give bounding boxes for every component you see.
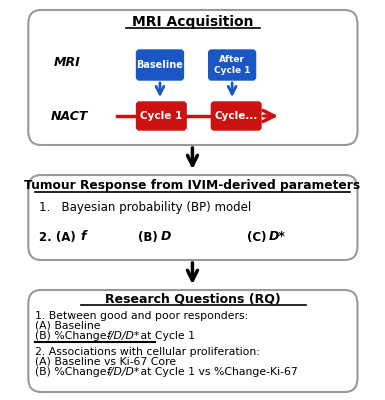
- Text: at Cycle 1 vs %Change-Ki-67: at Cycle 1 vs %Change-Ki-67: [137, 367, 297, 377]
- Text: NACT: NACT: [51, 110, 88, 122]
- FancyBboxPatch shape: [28, 175, 358, 260]
- Text: Baseline: Baseline: [137, 60, 183, 70]
- Text: 1.   Bayesian probability (BP) model: 1. Bayesian probability (BP) model: [39, 202, 251, 214]
- Text: (B) %Change-: (B) %Change-: [35, 367, 111, 377]
- Text: Cycle...: Cycle...: [214, 111, 258, 121]
- Text: MRI Acquisition: MRI Acquisition: [132, 15, 253, 29]
- Text: (B) %Change-: (B) %Change-: [35, 331, 111, 341]
- Text: at Cycle 1: at Cycle 1: [137, 331, 194, 341]
- FancyBboxPatch shape: [137, 50, 183, 80]
- Text: 2. Associations with cellular proliferation:: 2. Associations with cellular proliferat…: [35, 347, 260, 357]
- FancyBboxPatch shape: [209, 50, 256, 80]
- Text: f/D/D*: f/D/D*: [107, 367, 140, 377]
- Text: 1. Between good and poor responders:: 1. Between good and poor responders:: [35, 311, 249, 321]
- Text: f: f: [80, 230, 86, 244]
- Text: (A) Baseline vs Ki-67 Core: (A) Baseline vs Ki-67 Core: [35, 357, 177, 367]
- Text: Cycle 1: Cycle 1: [140, 111, 182, 121]
- Text: Research Questions (RQ): Research Questions (RQ): [105, 292, 280, 306]
- Text: Tumour Response from IVIM-derived parameters: Tumour Response from IVIM-derived parame…: [24, 178, 360, 192]
- Text: D: D: [161, 230, 171, 244]
- FancyBboxPatch shape: [28, 290, 358, 392]
- Text: f/D/D*: f/D/D*: [107, 331, 140, 341]
- Text: (B): (B): [138, 230, 162, 244]
- Text: MRI: MRI: [54, 56, 80, 68]
- FancyBboxPatch shape: [137, 102, 186, 130]
- Text: 2. (A): 2. (A): [39, 230, 80, 244]
- FancyBboxPatch shape: [28, 10, 358, 145]
- Text: (C): (C): [246, 230, 270, 244]
- Text: D*: D*: [269, 230, 286, 244]
- Text: (A) Baseline: (A) Baseline: [35, 321, 101, 331]
- Text: After
Cycle 1: After Cycle 1: [214, 55, 250, 75]
- FancyBboxPatch shape: [211, 102, 261, 130]
